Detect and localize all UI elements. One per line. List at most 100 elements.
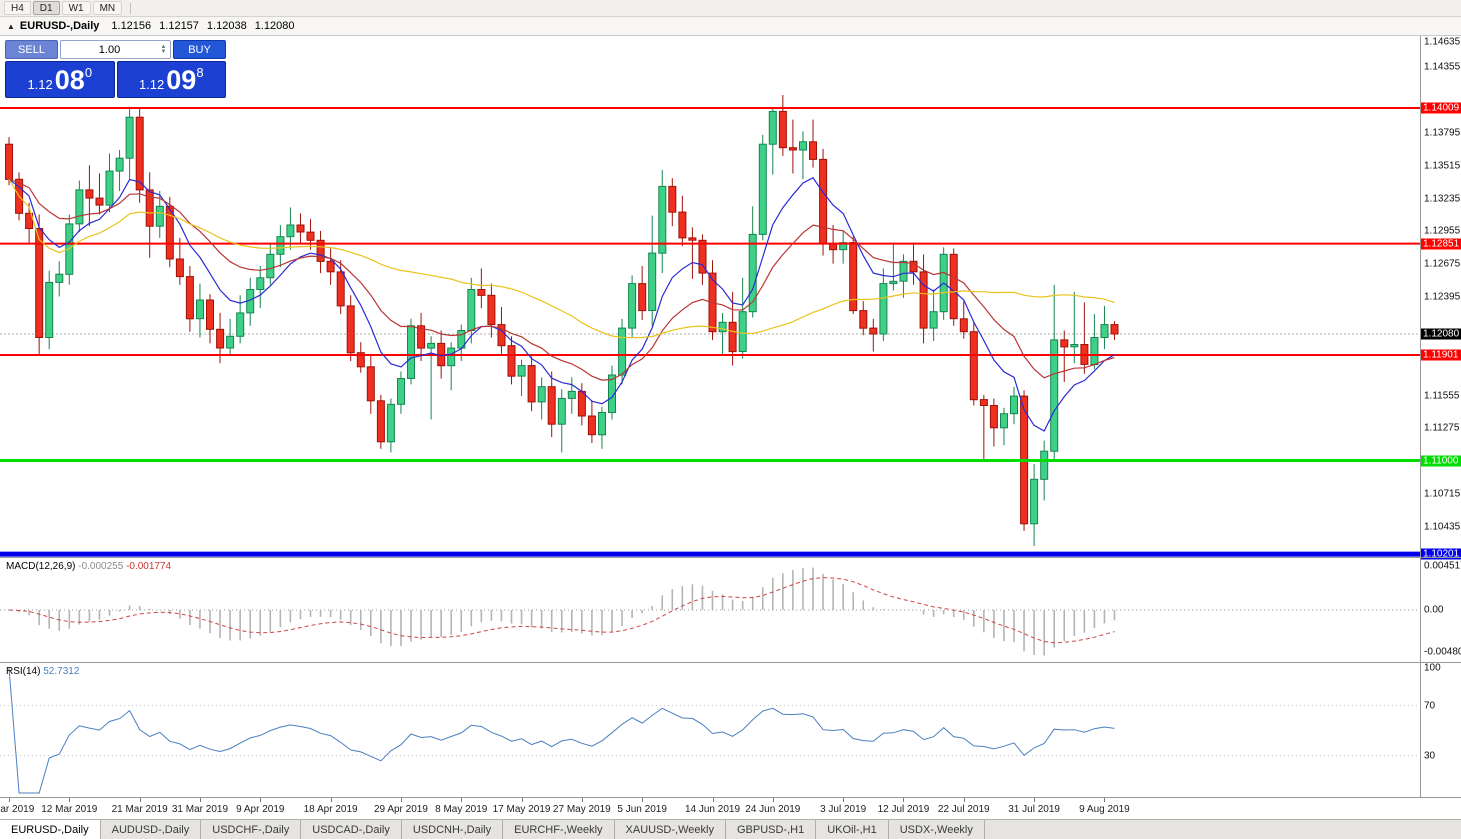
candle: [497, 324, 506, 347]
candle: [296, 224, 305, 233]
candle: [346, 305, 355, 354]
high-value: 1.12157: [159, 20, 199, 32]
chart-tab-gbpusd[interactable]: GBPUSD-,H1: [726, 820, 817, 839]
chart-window-icon: ▲: [7, 21, 15, 31]
price-level-badge: 1.11901: [1421, 349, 1461, 361]
buy-button[interactable]: BUY: [173, 40, 226, 59]
macd-label: MACD(12,26,9) -0.000255 -0.001774: [6, 561, 171, 572]
chart-tab-eurchf[interactable]: EURCHF-,Weekly: [503, 820, 615, 839]
candle: [397, 378, 405, 405]
chart-tab-usdchf[interactable]: USDCHF-,Daily: [201, 820, 302, 839]
candle: [598, 412, 606, 436]
candle: [407, 325, 415, 379]
candle: [487, 294, 496, 326]
date-label: 12 Mar 2019: [41, 804, 98, 815]
candle: [658, 185, 667, 254]
chart-tab-audusd[interactable]: AUDUSD-,Daily: [101, 820, 202, 839]
volume-input[interactable]: [61, 43, 170, 56]
candle: [145, 189, 154, 227]
candle: [165, 205, 174, 260]
macd-scale-label: -0.004806: [1424, 646, 1461, 658]
candle: [628, 283, 637, 329]
candle: [1030, 478, 1039, 525]
candle: [55, 273, 64, 283]
chart-tab-xauusd[interactable]: XAUUSD-,Weekly: [615, 820, 726, 839]
rsi-scale-label: 100: [1424, 662, 1441, 674]
time-axis-tick: [1104, 798, 1106, 802]
candle: [799, 141, 807, 151]
buy-price-pips: 09: [166, 64, 197, 95]
candle: [356, 352, 365, 368]
date-label: 5 Jun 2019: [617, 804, 667, 815]
pane-separator[interactable]: [0, 557, 1461, 558]
chart-symbol-title: EURUSD-,Daily: [19, 20, 100, 32]
candlestick-chart[interactable]: [0, 36, 1420, 557]
time-axis-tick: [1034, 798, 1036, 802]
candle: [819, 158, 828, 245]
candle: [527, 365, 536, 403]
chart-tab-usdcad[interactable]: USDCAD-,Daily: [301, 820, 402, 839]
time-axis-tick: [69, 798, 71, 802]
volume-up-icon[interactable]: ▲: [160, 43, 167, 50]
candle: [919, 271, 928, 329]
chart-title-bar: ▲ EURUSD-,Daily 1.12156 1.12157 1.12038 1.1…: [0, 17, 1461, 36]
chart-tab-ukoil[interactable]: UKOil-,H1: [816, 820, 889, 839]
candle: [557, 397, 566, 425]
buy-price-box[interactable]: 1.12 09 8: [116, 61, 226, 98]
candle: [236, 312, 245, 337]
candle: [778, 110, 787, 149]
chart-tab-eurusd[interactable]: EURUSD-,Daily: [0, 820, 101, 839]
candle: [386, 403, 395, 443]
sell-button[interactable]: SELL: [5, 40, 58, 59]
sell-price-box[interactable]: 1.12 08 0: [5, 61, 115, 98]
price-scale[interactable]: 1.14635 1.14355 1.13795 1.13515 1.13235 1.129…: [1420, 36, 1461, 797]
timeframe-button-w1[interactable]: W1: [61, 1, 91, 15]
volume-spinner[interactable]: ▲ ▼: [158, 41, 169, 58]
date-label: 27 May 2019: [552, 804, 611, 815]
candle: [45, 281, 54, 338]
candle: [266, 253, 275, 279]
sell-price-base: 1.12: [27, 77, 53, 92]
price-scale-label: 1.12955: [1424, 225, 1461, 237]
pane-separator[interactable]: [0, 662, 1461, 663]
candle: [899, 260, 908, 282]
price-scale-label: 1.13235: [1424, 193, 1461, 205]
ohlc-values: 1.12156 1.12157 1.12038 1.12080: [111, 20, 302, 32]
candle: [477, 289, 486, 296]
timeframe-button-d1[interactable]: D1: [32, 1, 60, 15]
timeframe-button-mn[interactable]: MN: [92, 1, 123, 15]
candle: [336, 271, 345, 307]
candle: [507, 345, 516, 377]
macd-signal-line: [8, 577, 1115, 644]
rsi-scale-label: 30: [1424, 750, 1436, 761]
candle: [979, 399, 988, 407]
date-label: 18 Apr 2019: [303, 804, 358, 815]
volume-down-icon[interactable]: ▼: [160, 48, 167, 55]
chart-tab-usdcnh[interactable]: USDCNH-,Daily: [402, 820, 504, 839]
candle: [879, 283, 888, 335]
candle: [316, 239, 325, 262]
date-label: 3 Mar 2019: [0, 804, 35, 815]
rsi-scale-label: 70: [1424, 700, 1436, 711]
rsi-value: 52.7312: [43, 666, 80, 677]
date-label: 17 May 2019: [492, 804, 551, 815]
volume-field[interactable]: ▲ ▼: [60, 40, 171, 59]
macd-indicator-pane[interactable]: [0, 558, 1420, 662]
candle: [577, 390, 586, 417]
timeframe-button-h4[interactable]: H4: [4, 1, 31, 15]
candle: [768, 110, 777, 145]
time-axis-tick: [330, 798, 332, 802]
candle: [376, 400, 385, 443]
candle: [809, 141, 817, 160]
time-axis-tick: [9, 798, 10, 802]
candle: [326, 260, 335, 273]
chart-tab-usdx[interactable]: USDX-,Weekly: [889, 820, 985, 839]
price-scale-label: 1.12675: [1424, 258, 1461, 270]
candle: [648, 252, 657, 312]
candle: [196, 299, 204, 320]
rsi-indicator-pane[interactable]: [0, 663, 1420, 797]
candle: [638, 283, 647, 312]
time-axis-tick: [843, 798, 845, 802]
candle: [447, 347, 456, 367]
